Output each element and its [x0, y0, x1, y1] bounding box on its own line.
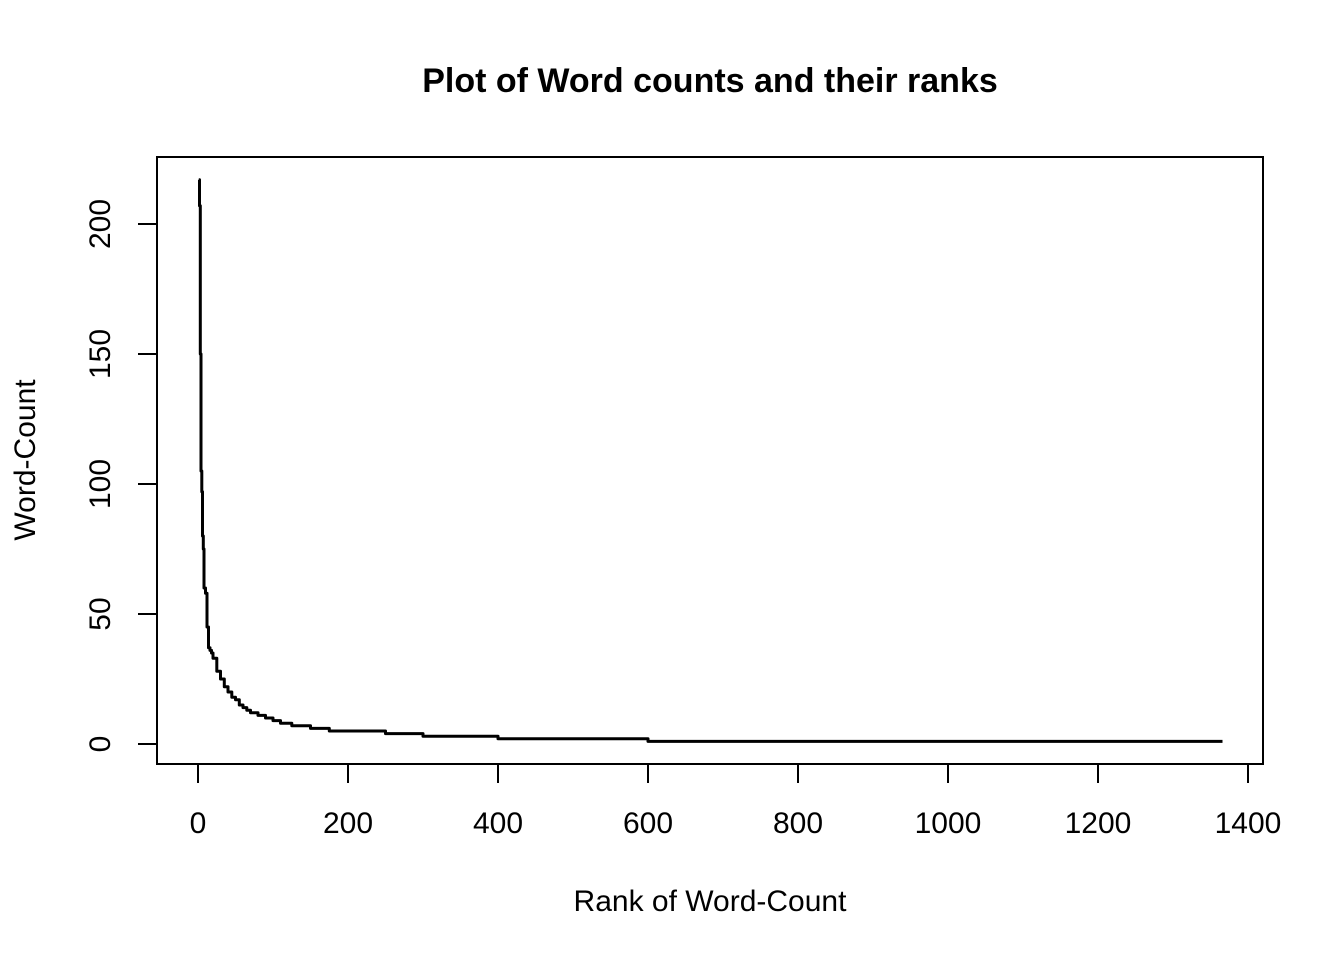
- y-tick-label: 200: [84, 199, 117, 249]
- y-tick-label: 0: [84, 736, 117, 753]
- x-tick-label: 1400: [1215, 807, 1282, 840]
- x-tick-label: 200: [323, 807, 373, 840]
- series-line: [198, 178, 1223, 743]
- y-tick-label: 150: [84, 329, 117, 379]
- x-tick-label: 400: [473, 807, 523, 840]
- y-tick-label: 100: [84, 459, 117, 509]
- x-tick-label: 800: [773, 807, 823, 840]
- x-tick-label: 600: [623, 807, 673, 840]
- x-axis: 0 200 400 600 800 1000 1200 1400: [190, 763, 1282, 840]
- y-axis-label: Word-Count: [9, 379, 42, 541]
- chart-title: Plot of Word counts and their ranks: [422, 62, 998, 100]
- x-tick-label: 0: [190, 807, 207, 840]
- plot-frame: [156, 156, 1264, 765]
- x-axis-label: Rank of Word-Count: [574, 885, 848, 918]
- y-tick-label: 50: [84, 597, 117, 630]
- x-tick-label: 1000: [915, 807, 982, 840]
- x-tick-label: 1200: [1065, 807, 1132, 840]
- data-points: [197, 178, 1224, 743]
- y-axis: 0 50 100 150 200: [84, 199, 158, 753]
